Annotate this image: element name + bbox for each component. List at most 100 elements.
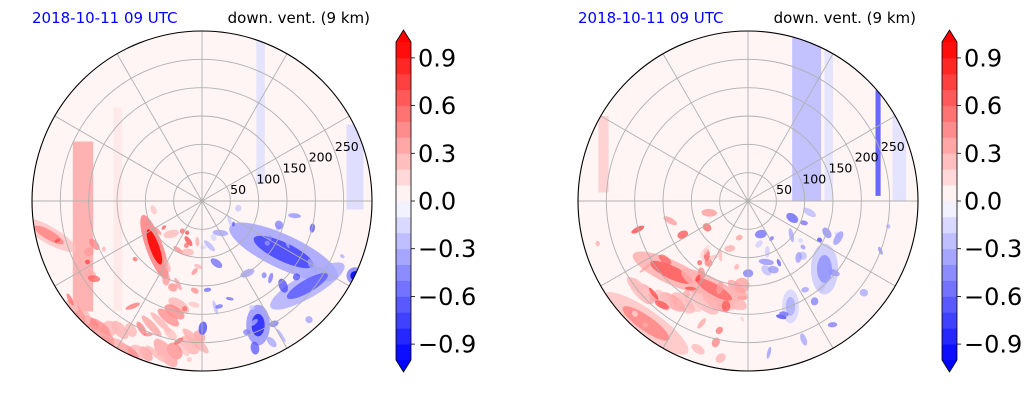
- panel-right-colorbar-tick-label: 0.0: [964, 188, 1002, 216]
- colorbar-level: [942, 42, 957, 59]
- colorbar-level: [942, 169, 957, 186]
- colorbar-level: [942, 153, 957, 170]
- field-cell: [176, 340, 190, 357]
- angular-gridline: [54, 115, 203, 202]
- field-speckle: [194, 264, 203, 270]
- field-speckle: [161, 225, 167, 230]
- field-band: [598, 116, 609, 193]
- panel-right-colorbar-ticks: 0.9 0.6 0.3 0.0 −0.3 −0.6 −0.9: [964, 44, 1022, 358]
- field-speckle: [711, 337, 720, 348]
- field-band: [892, 107, 907, 201]
- panel-left-radial-label: 50: [230, 182, 246, 197]
- field-speckle: [249, 319, 258, 327]
- field-speckle: [697, 260, 703, 266]
- field-core: [286, 273, 328, 299]
- field-speckle: [340, 254, 345, 259]
- panel-right-colorbar-levels: [941, 29, 961, 373]
- field-speckle: [204, 240, 216, 252]
- field-speckle: [721, 300, 731, 312]
- field-band: [72, 141, 94, 312]
- angular-gridline: [600, 115, 749, 202]
- field-speckle: [702, 223, 712, 232]
- colorbar-level: [396, 105, 411, 122]
- field-speckle: [716, 281, 724, 295]
- panel-right-colorbar-tick-label: 0.6: [964, 92, 1002, 120]
- field-speckle: [654, 300, 669, 310]
- field-speckle: [190, 287, 199, 294]
- field-speckle: [181, 248, 194, 256]
- field-speckle: [800, 333, 808, 346]
- field-speckle: [699, 244, 711, 258]
- field-speckle: [675, 298, 683, 309]
- field-speckle: [249, 304, 255, 311]
- colorbar-level: [942, 232, 957, 250]
- field-speckle: [734, 264, 740, 270]
- field-band: [256, 31, 265, 184]
- colorbar-level: [396, 216, 411, 234]
- field-speckle: [786, 212, 799, 224]
- colorbar-level: [942, 73, 957, 91]
- field-speckle: [183, 242, 189, 249]
- field-speckle: [715, 353, 726, 363]
- colorbar-extend-min: [942, 360, 957, 372]
- field-speckle: [191, 268, 198, 275]
- panel-left-colorbar-ticks: 0.9 0.6 0.3 0.0 −0.3 −0.6 −0.9: [418, 44, 476, 358]
- panel-right-polar-frame: [577, 30, 919, 372]
- angular-gridline: [54, 200, 203, 287]
- field-speckle: [632, 310, 638, 317]
- panel-left-colorbar-tick-label: 0.3: [418, 140, 456, 168]
- field-cell: [65, 299, 79, 312]
- field-band: [824, 31, 833, 201]
- field-speckle: [779, 311, 789, 317]
- field-speckle: [595, 241, 600, 247]
- field-speckle: [87, 275, 101, 282]
- field-speckle: [84, 247, 94, 257]
- panel-right-colorbar-tick-label: −0.3: [964, 235, 1022, 263]
- field-speckle: [181, 306, 188, 312]
- panel-right-variable-title: down. vent. (9 km): [774, 9, 916, 27]
- field-speckle: [307, 258, 318, 273]
- panel-right-radial-labels: 50 100 150 200 250: [776, 139, 905, 197]
- field-speckle: [274, 220, 284, 230]
- field-speckle: [250, 341, 260, 355]
- field-speckle: [715, 326, 723, 335]
- field-speckle: [225, 297, 234, 301]
- field-speckle: [150, 205, 157, 215]
- colorbar-outline: [941, 29, 958, 373]
- angular-gridline: [662, 53, 749, 202]
- colorbar-level: [942, 57, 957, 75]
- field-speckle: [740, 316, 745, 322]
- panel-left-radial-label: 250: [335, 139, 359, 154]
- field-speckle: [184, 236, 193, 247]
- field-speckle: [173, 246, 184, 254]
- colorbar-level: [396, 201, 411, 218]
- angular-gridline: [116, 200, 203, 349]
- field-band: [346, 124, 364, 210]
- field-speckle: [264, 240, 270, 246]
- field-speckle: [768, 265, 779, 274]
- field-speckle: [168, 283, 178, 292]
- panel-left-variable-title: down. vent. (9 km): [228, 9, 370, 27]
- field-speckle: [235, 204, 242, 212]
- field-cell: [164, 304, 185, 320]
- panel-left-polar-frame: [31, 30, 373, 372]
- field-speckle: [284, 235, 290, 249]
- angular-gridline: [662, 200, 749, 349]
- panel-left-grid: [32, 31, 372, 371]
- field-speckle: [735, 234, 743, 241]
- panel-right-colorbar-tick-label: −0.6: [964, 283, 1022, 311]
- field-speckle: [658, 254, 672, 265]
- field-speckle: [810, 297, 819, 306]
- panel-right: 2018-10-11 09 UTC down. vent. (9 km) 50 …: [577, 9, 1022, 373]
- field-cell: [157, 308, 180, 327]
- colorbar-level: [396, 185, 411, 202]
- angular-gridline: [201, 200, 350, 287]
- field-core: [146, 229, 163, 265]
- field-speckle: [185, 230, 190, 235]
- field-speckle: [154, 227, 162, 236]
- field-speckle: [159, 354, 165, 362]
- colorbar-level: [942, 264, 957, 281]
- field-speckle: [163, 327, 177, 340]
- field-speckle: [132, 256, 138, 262]
- colorbar-level: [942, 89, 957, 106]
